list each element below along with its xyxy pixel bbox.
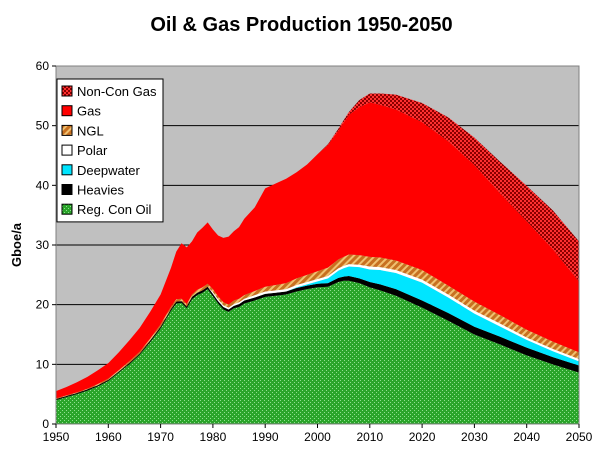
y-axis-label: Gboe/a (9, 222, 24, 267)
y-tick-label-50: 50 (36, 119, 50, 133)
legend-label-ngl: NGL (77, 123, 104, 138)
chart-title: Oil & Gas Production 1950-2050 (150, 14, 453, 36)
x-tick-label-2010: 2010 (356, 430, 383, 444)
y-tick-label-0: 0 (42, 417, 49, 431)
legend-swatch-polar (61, 144, 73, 156)
legend-swatch-gas (61, 105, 73, 117)
x-tick-label-1970: 1970 (147, 430, 174, 444)
legend-swatch-non-con-gas (61, 85, 73, 97)
area-gas (56, 102, 579, 399)
y-tick-label-60: 60 (36, 59, 50, 73)
x-tick-label-1960: 1960 (95, 430, 122, 444)
x-tick-label-2000: 2000 (304, 430, 331, 444)
area-heavies (56, 276, 579, 401)
y-tick-label-20: 20 (36, 298, 50, 312)
x-tick-label-2050: 2050 (566, 430, 593, 444)
legend-swatch-deepwater (61, 164, 73, 176)
y-tick-label-10: 10 (36, 357, 50, 371)
legend-label-gas: Gas (77, 104, 101, 119)
area-reg-con-oil (56, 280, 579, 424)
area-deepwater (56, 266, 579, 399)
y-tick-label-30: 30 (36, 238, 50, 252)
legend-label-deepwater: Deepwater (77, 163, 141, 178)
legend-box (56, 78, 164, 223)
x-tick-label-2020: 2020 (409, 430, 436, 444)
legend-label-heavies: Heavies (77, 183, 124, 198)
x-tick-label-2040: 2040 (513, 430, 540, 444)
legend-label-polar: Polar (77, 143, 108, 158)
area-ngl (56, 254, 579, 399)
legend-swatch-reg-con-oil (61, 203, 73, 215)
x-tick-label-1980: 1980 (200, 430, 227, 444)
legend-label-reg-con-oil: Reg. Con Oil (77, 202, 152, 217)
y-tick-label-40: 40 (36, 178, 50, 192)
legend-swatch-heavies (61, 184, 73, 195)
x-tick-label-1990: 1990 (252, 430, 279, 444)
legend-label-non-con-gas: Non-Con Gas (77, 84, 157, 99)
x-tick-label-2030: 2030 (461, 430, 488, 444)
x-tick-label-1950: 1950 (43, 430, 70, 444)
legend-swatch-ngl (61, 124, 73, 136)
